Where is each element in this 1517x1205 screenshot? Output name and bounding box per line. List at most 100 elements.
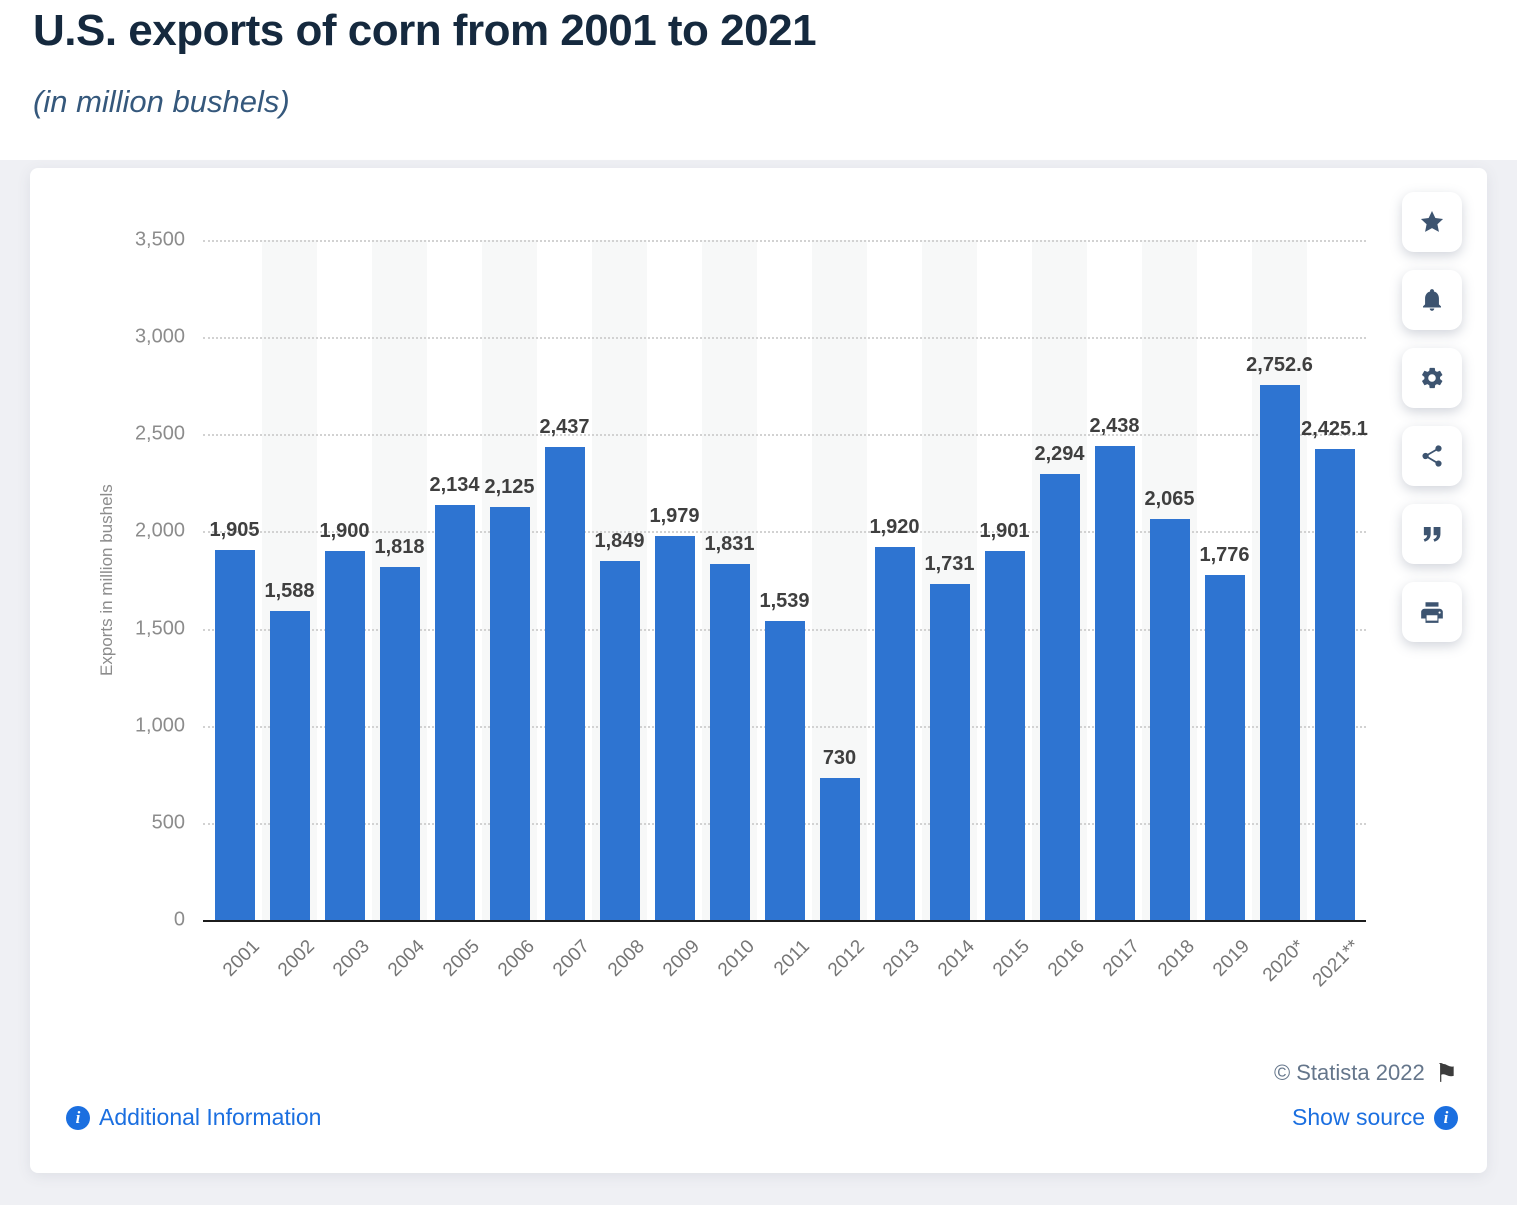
- x-tick-label-2010: 2010: [713, 936, 759, 981]
- bar-2008[interactable]: [599, 561, 640, 920]
- y-tick-label-0: 0: [173, 908, 185, 931]
- cite-button[interactable]: [1402, 504, 1462, 564]
- flag-icon[interactable]: ⚑: [1434, 1058, 1458, 1088]
- bar-2012[interactable]: [819, 778, 860, 920]
- value-label-2010: 1,831: [704, 533, 755, 555]
- copyright: © Statista 2022 ⚑: [1274, 1060, 1458, 1086]
- bar-2003[interactable]: [324, 551, 365, 920]
- value-label-2005: 2,134: [429, 474, 480, 496]
- gridline-3,500: [203, 240, 1366, 242]
- additional-information-label: Additional Information: [99, 1104, 322, 1130]
- value-label-2021**: 2,425.1: [1301, 418, 1368, 440]
- gridline-2,500: [203, 434, 1366, 437]
- x-tick-label-2020*: 2020*: [1258, 936, 1309, 986]
- bar-2006[interactable]: [489, 507, 530, 920]
- bar-2019[interactable]: [1204, 575, 1245, 920]
- y-tick-label-2,500: 2,500: [134, 422, 185, 445]
- bar-2015[interactable]: [984, 551, 1025, 920]
- print-button[interactable]: [1402, 582, 1462, 642]
- share-button[interactable]: [1402, 426, 1462, 486]
- copyright-text: © Statista 2022: [1273, 1060, 1425, 1085]
- bar-2005[interactable]: [434, 505, 475, 920]
- y-tick-label-3,000: 3,000: [134, 325, 185, 348]
- plot-area: 1,905 1,588 1,900 1,818 2,134 2,125 2,437 1,849…: [203, 240, 1368, 991]
- bar-2017[interactable]: [1094, 446, 1135, 920]
- bar-2002[interactable]: [269, 611, 310, 920]
- y-tick-label-3,500: 3,500: [134, 228, 185, 251]
- x-tick-label-2014: 2014: [933, 936, 979, 981]
- value-label-2003: 1,900: [319, 520, 370, 542]
- star-icon: [1420, 210, 1444, 232]
- x-tick-label-2015: 2015: [988, 936, 1034, 981]
- bar-2009[interactable]: [654, 536, 695, 920]
- bar-2001[interactable]: [214, 550, 255, 920]
- favorite-button[interactable]: [1402, 192, 1462, 252]
- bar-2011[interactable]: [764, 621, 805, 920]
- bar-2018[interactable]: [1149, 519, 1190, 920]
- page-subtitle: (in million bushels): [33, 84, 290, 119]
- bar-2021**[interactable]: [1314, 449, 1355, 920]
- value-label-2016: 2,294: [1034, 443, 1085, 465]
- value-label-2018: 2,065: [1144, 488, 1195, 510]
- printer-icon: [1421, 602, 1443, 623]
- y-tick-label-2,000: 2,000: [134, 519, 185, 542]
- value-label-2011: 1,539: [759, 590, 810, 612]
- value-label-2009: 1,979: [649, 505, 700, 527]
- show-source-link[interactable]: Show source i: [1292, 1104, 1458, 1131]
- bar-2007[interactable]: [544, 447, 585, 920]
- x-tick-label-2018: 2018: [1153, 936, 1199, 981]
- value-label-2008: 1,849: [594, 530, 645, 552]
- x-tick-label-2001: 2001: [218, 936, 264, 981]
- x-tick-label-2008: 2008: [603, 936, 649, 981]
- value-label-2004: 1,818: [374, 536, 425, 558]
- value-label-2007: 2,437: [539, 416, 590, 438]
- bell-icon: [1423, 289, 1441, 311]
- info-icon: i: [66, 1105, 90, 1130]
- bar-2016[interactable]: [1039, 474, 1080, 920]
- x-tick-label-2009: 2009: [658, 936, 704, 981]
- value-label-2013: 1,920: [869, 516, 920, 538]
- y-tick-label-500: 500: [151, 811, 185, 834]
- gridline-3,000: [203, 337, 1366, 340]
- value-label-2014: 1,731: [924, 553, 975, 575]
- value-label-2015: 1,901: [979, 520, 1030, 542]
- x-tick-label-2013: 2013: [878, 936, 924, 981]
- x-tick-label-2011: 2011: [769, 936, 814, 980]
- chart-toolbar: [1402, 192, 1462, 642]
- y-tick-label-1,000: 1,000: [134, 714, 185, 737]
- value-label-2017: 2,438: [1089, 415, 1140, 437]
- x-tick-label-2017: 2017: [1098, 936, 1144, 981]
- show-source-label: Show source: [1292, 1104, 1425, 1130]
- x-tick-label-2005: 2005: [438, 936, 484, 981]
- value-label-2012: 730: [822, 747, 857, 769]
- bar-2013[interactable]: [874, 547, 915, 920]
- info-icon: i: [1434, 1105, 1458, 1130]
- x-tick-label-2004: 2004: [383, 936, 429, 981]
- x-tick-label-2002: 2002: [273, 936, 319, 981]
- settings-button[interactable]: [1402, 348, 1462, 408]
- x-tick-label-2003: 2003: [328, 936, 374, 981]
- value-label-2002: 1,588: [264, 580, 315, 602]
- value-label-2020*: 2,752.6: [1246, 354, 1313, 376]
- additional-information-link[interactable]: i Additional Information: [66, 1104, 321, 1131]
- x-tick-label-2012: 2012: [823, 936, 869, 981]
- alerts-button[interactable]: [1402, 270, 1462, 330]
- y-tick-label-1,500: 1,500: [134, 617, 185, 640]
- chart-card: Exports in million bushels 0 500 1,000 1,50…: [30, 168, 1487, 1173]
- value-label-2006: 2,125: [484, 476, 535, 498]
- x-tick-label-2019: 2019: [1208, 936, 1254, 981]
- bar-2010[interactable]: [709, 564, 750, 920]
- value-label-2019: 1,776: [1199, 544, 1250, 566]
- share-icon: [1422, 445, 1442, 467]
- bar-2004[interactable]: [379, 567, 420, 920]
- gear-icon: [1422, 367, 1443, 389]
- x-tick-label-2007: 2007: [548, 936, 594, 981]
- y-axis-ticks: 0 500 1,000 1,500 2,000 2,500 3,000 3,500: [30, 229, 185, 931]
- gridline-2,000: [203, 531, 1366, 534]
- x-axis-line: [203, 920, 1366, 922]
- bar-2020*[interactable]: [1259, 385, 1300, 920]
- bar-2014[interactable]: [929, 584, 970, 920]
- value-label-2001: 1,905: [209, 519, 260, 541]
- x-tick-label-2016: 2016: [1043, 936, 1089, 981]
- x-tick-label-2006: 2006: [493, 936, 539, 981]
